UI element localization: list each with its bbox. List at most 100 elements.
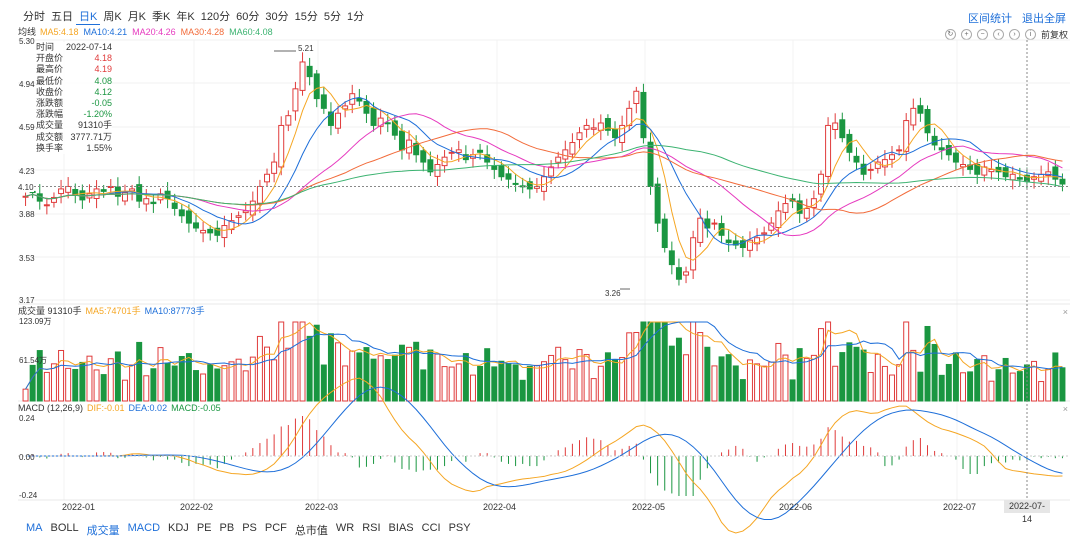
indicator-tab[interactable]: 总市值 xyxy=(294,525,328,537)
candle-body xyxy=(93,188,100,199)
indicator-tab[interactable]: CCI xyxy=(421,522,441,534)
period-tab[interactable]: 分时 xyxy=(23,11,45,23)
indicator-tab[interactable]: BOLL xyxy=(50,522,79,534)
indicator-tab[interactable]: RSI xyxy=(362,522,381,534)
volume-bar xyxy=(590,378,597,402)
candle-body xyxy=(839,119,846,139)
candle-body xyxy=(569,142,576,155)
candle-body xyxy=(178,209,185,217)
candle-body xyxy=(526,181,533,190)
volume-bar xyxy=(960,372,967,402)
indicator-tab[interactable]: PS xyxy=(242,522,257,534)
period-tab[interactable]: 60分 xyxy=(236,11,260,23)
candle-body xyxy=(711,222,718,225)
volume-bar xyxy=(661,321,668,402)
volume-bar xyxy=(718,356,725,402)
cursor-date-label: 2022-07-14 xyxy=(1004,500,1050,524)
volume-bar xyxy=(789,379,796,402)
period-tab[interactable]: 月K xyxy=(127,11,147,23)
info-value: -0.05 xyxy=(91,98,112,109)
candle-body xyxy=(264,173,271,183)
candle-body xyxy=(604,118,611,131)
period-tab[interactable]: 5分 xyxy=(323,11,341,23)
candle-body xyxy=(221,225,228,239)
period-tab[interactable]: 120分 xyxy=(200,11,231,23)
indicator-tab[interactable]: PB xyxy=(219,522,235,534)
candle-body xyxy=(121,192,128,202)
volume-bar xyxy=(185,353,192,402)
volume-bar xyxy=(22,388,29,402)
volume-bar xyxy=(278,321,285,402)
macd-line xyxy=(25,386,1063,521)
volume-bar xyxy=(768,361,775,402)
macd-legend: MACD (12,26,9) DIF:-0.01 DEA:0.02 MACD:-0.0… xyxy=(18,403,221,414)
volume-bar xyxy=(320,364,327,402)
candle-body xyxy=(860,163,867,175)
volume-bar xyxy=(803,357,810,402)
x-axis-label: 2022-05 xyxy=(632,502,666,512)
volume-close-icon[interactable]: × xyxy=(1062,307,1068,317)
info-row: 时间 2022-07-14 xyxy=(36,42,112,53)
volume-bar xyxy=(910,349,917,402)
price-tick: 3.53 xyxy=(19,254,35,263)
indicator-tab[interactable]: BIAS xyxy=(388,522,414,534)
volume-bar xyxy=(519,379,526,402)
candle-body xyxy=(924,109,931,134)
period-tab[interactable]: 30分 xyxy=(265,11,289,23)
indicator-tabs: MA BOLL 成交量 MACD KDJ PE PB PS PCF 总市值 WR RSI BIAS CCI… xyxy=(22,522,475,538)
adjust-type-label[interactable]: 前复权 xyxy=(1040,30,1068,40)
volume-bar xyxy=(43,371,50,402)
ma-legend-item: MA5:4.18 xyxy=(40,27,79,37)
legend-item: MACD:-0.05 xyxy=(171,403,221,413)
indicator-tab[interactable]: PSY xyxy=(448,522,471,534)
info-key: 收盘价 xyxy=(36,86,64,97)
x-axis-label: 2022-04 xyxy=(483,502,517,512)
macd-close-icon[interactable]: × xyxy=(1062,404,1068,414)
volume-bar xyxy=(725,354,732,402)
candle-body xyxy=(853,155,860,163)
volume-bar xyxy=(235,358,242,402)
candle-body xyxy=(583,124,590,130)
candle-body xyxy=(512,182,519,185)
candle-body xyxy=(668,250,675,266)
volume-bar xyxy=(541,361,547,402)
volume-bar xyxy=(150,368,157,402)
candle-body xyxy=(704,218,711,229)
volume-bar xyxy=(441,366,448,402)
candle-body xyxy=(143,198,150,205)
volume-bar xyxy=(1031,360,1038,402)
exit-fullscreen-link[interactable]: 退出全屏 xyxy=(1022,13,1066,25)
volume-bar xyxy=(72,368,79,402)
indicator-tab[interactable]: 成交量 xyxy=(86,525,120,537)
indicator-tab[interactable]: MA xyxy=(26,522,43,534)
candle-body xyxy=(271,161,278,174)
indicator-tab[interactable]: MACD xyxy=(127,522,161,534)
period-tab[interactable]: 周K xyxy=(103,11,122,23)
volume-bar xyxy=(604,352,611,402)
period-tab[interactable]: 15分 xyxy=(294,11,318,23)
macd-tick: 0.24 xyxy=(19,414,35,423)
candle-body xyxy=(391,120,398,136)
indicator-tab[interactable]: PCF xyxy=(264,522,287,534)
candle-body xyxy=(690,237,697,271)
period-tab[interactable]: 季K xyxy=(152,11,171,23)
interval-stats-link[interactable]: 区间统计 xyxy=(968,13,1012,25)
indicator-tab[interactable]: PE xyxy=(196,522,212,534)
indicator-tab[interactable]: WR xyxy=(335,522,355,534)
period-tab[interactable]: 年K xyxy=(176,11,195,23)
volume-bar xyxy=(406,346,413,402)
candle-body xyxy=(960,164,967,168)
period-tab[interactable]: 日K xyxy=(76,10,101,25)
period-tab[interactable]: 五日 xyxy=(51,11,73,23)
candle-body xyxy=(228,220,235,231)
info-key: 换手率 xyxy=(36,142,64,153)
ma-legend-item: MA30:4.28 xyxy=(180,27,225,37)
candle-body xyxy=(420,150,427,163)
period-tab[interactable]: 1分 xyxy=(346,11,365,23)
indicator-tab[interactable]: KDJ xyxy=(168,522,189,534)
volume-bar xyxy=(739,379,746,402)
candle-body xyxy=(292,88,299,112)
volume-bar xyxy=(498,360,505,402)
volume-bar xyxy=(36,350,43,402)
